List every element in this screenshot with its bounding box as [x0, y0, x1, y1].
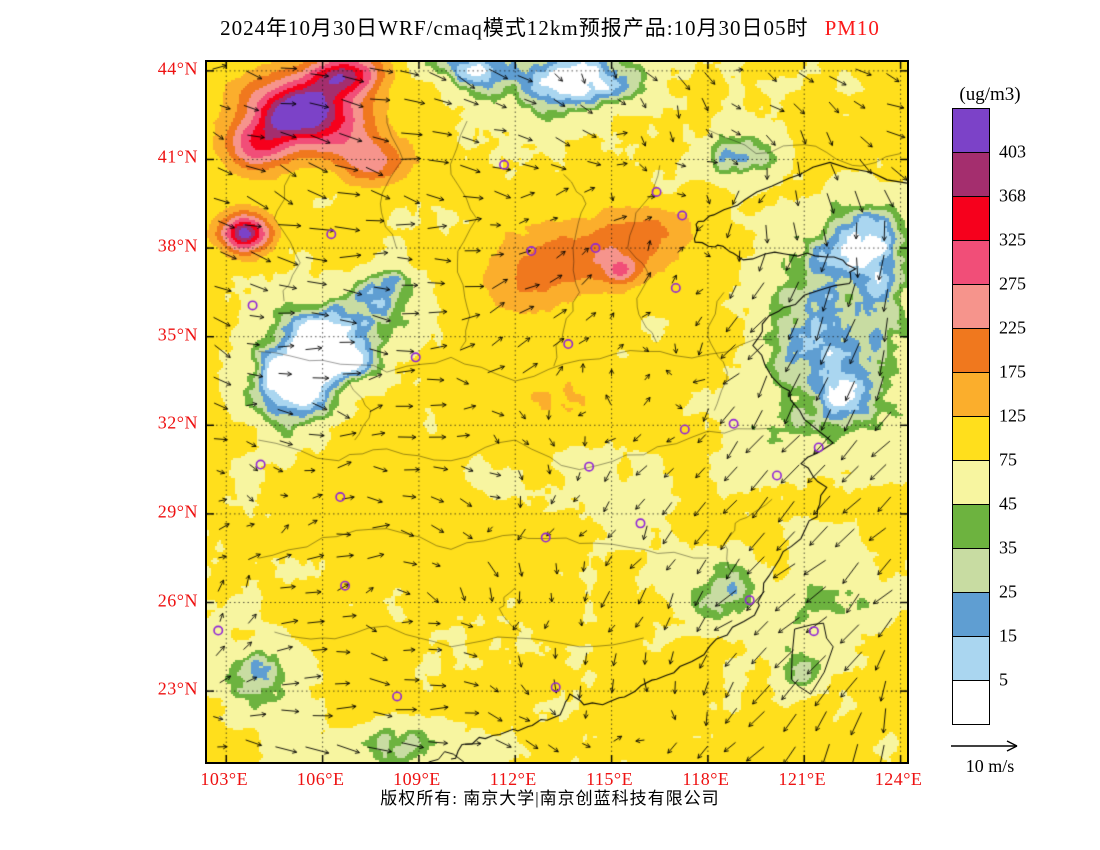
- legend-level-label: 325: [999, 229, 1026, 250]
- legend-swatch: [952, 240, 990, 285]
- legend-swatch: [952, 328, 990, 373]
- lat-label: 44°N: [157, 58, 198, 79]
- legend-level-label: 225: [999, 317, 1026, 338]
- legend-level-label: 45: [999, 493, 1017, 514]
- legend-level-label: 15: [999, 625, 1017, 646]
- legend-swatch: [952, 460, 990, 505]
- page-title: 2024年10月30日WRF/cmaq模式12km预报产品:10月30日05时 P…: [0, 12, 1100, 42]
- legend-level-label: 175: [999, 361, 1026, 382]
- lon-label: 103°E: [200, 769, 249, 789]
- lat-label: 26°N: [157, 590, 198, 610]
- legend-level-label: 403: [999, 141, 1026, 162]
- legend-swatch: [952, 416, 990, 461]
- legend-level-label: 125: [999, 405, 1026, 426]
- lat-label: 35°N: [157, 324, 198, 345]
- lon-label: 106°E: [296, 769, 345, 789]
- legend-level-label: 5: [999, 669, 1008, 690]
- legend-level-label: 25: [999, 581, 1017, 602]
- legend-level-label: 75: [999, 449, 1017, 470]
- legend-swatch: [952, 636, 990, 681]
- legend-swatch: [952, 504, 990, 549]
- legend-swatch: [952, 108, 990, 153]
- lon-label: 109°E: [393, 769, 441, 789]
- legend-level-label: 35: [999, 537, 1017, 558]
- lat-label: 32°N: [157, 412, 198, 433]
- legend-units-label: (ug/m3): [959, 84, 1021, 105]
- legend-level-label: 275: [999, 273, 1026, 294]
- legend-swatch: [952, 680, 990, 725]
- lat-label: 29°N: [157, 501, 198, 522]
- legend-swatch: [952, 152, 990, 197]
- wind-reference-arrow-icon: [951, 740, 1018, 752]
- lon-label: 124°E: [874, 769, 923, 789]
- lon-label: 112°E: [489, 769, 537, 789]
- title-main: 2024年10月30日WRF/cmaq模式12km预报产品:10月30日05时: [220, 16, 809, 40]
- title-pollutant: PM10: [824, 16, 880, 40]
- lat-label: 38°N: [157, 235, 198, 256]
- lon-label: 121°E: [778, 769, 827, 789]
- lon-label: 115°E: [586, 769, 634, 789]
- lon-label: 118°E: [682, 769, 730, 789]
- legend-swatch: [952, 592, 990, 637]
- forecast-map-canvas: [207, 62, 907, 762]
- map-frame: [205, 60, 909, 764]
- legend-swatch: [952, 284, 990, 329]
- lat-label: 41°N: [157, 146, 198, 167]
- copyright-text: 版权所有: 南京大学|南京创蓝科技有限公司: [380, 789, 720, 808]
- legend-swatch: [952, 548, 990, 593]
- legend-swatch: [952, 196, 990, 241]
- lat-label: 23°N: [157, 678, 198, 699]
- wind-scale-arrow: [945, 734, 1055, 754]
- wind-scale-label: 10 m/s: [965, 756, 1015, 776]
- legend-level-label: 368: [999, 185, 1026, 206]
- legend-swatch: [952, 372, 990, 417]
